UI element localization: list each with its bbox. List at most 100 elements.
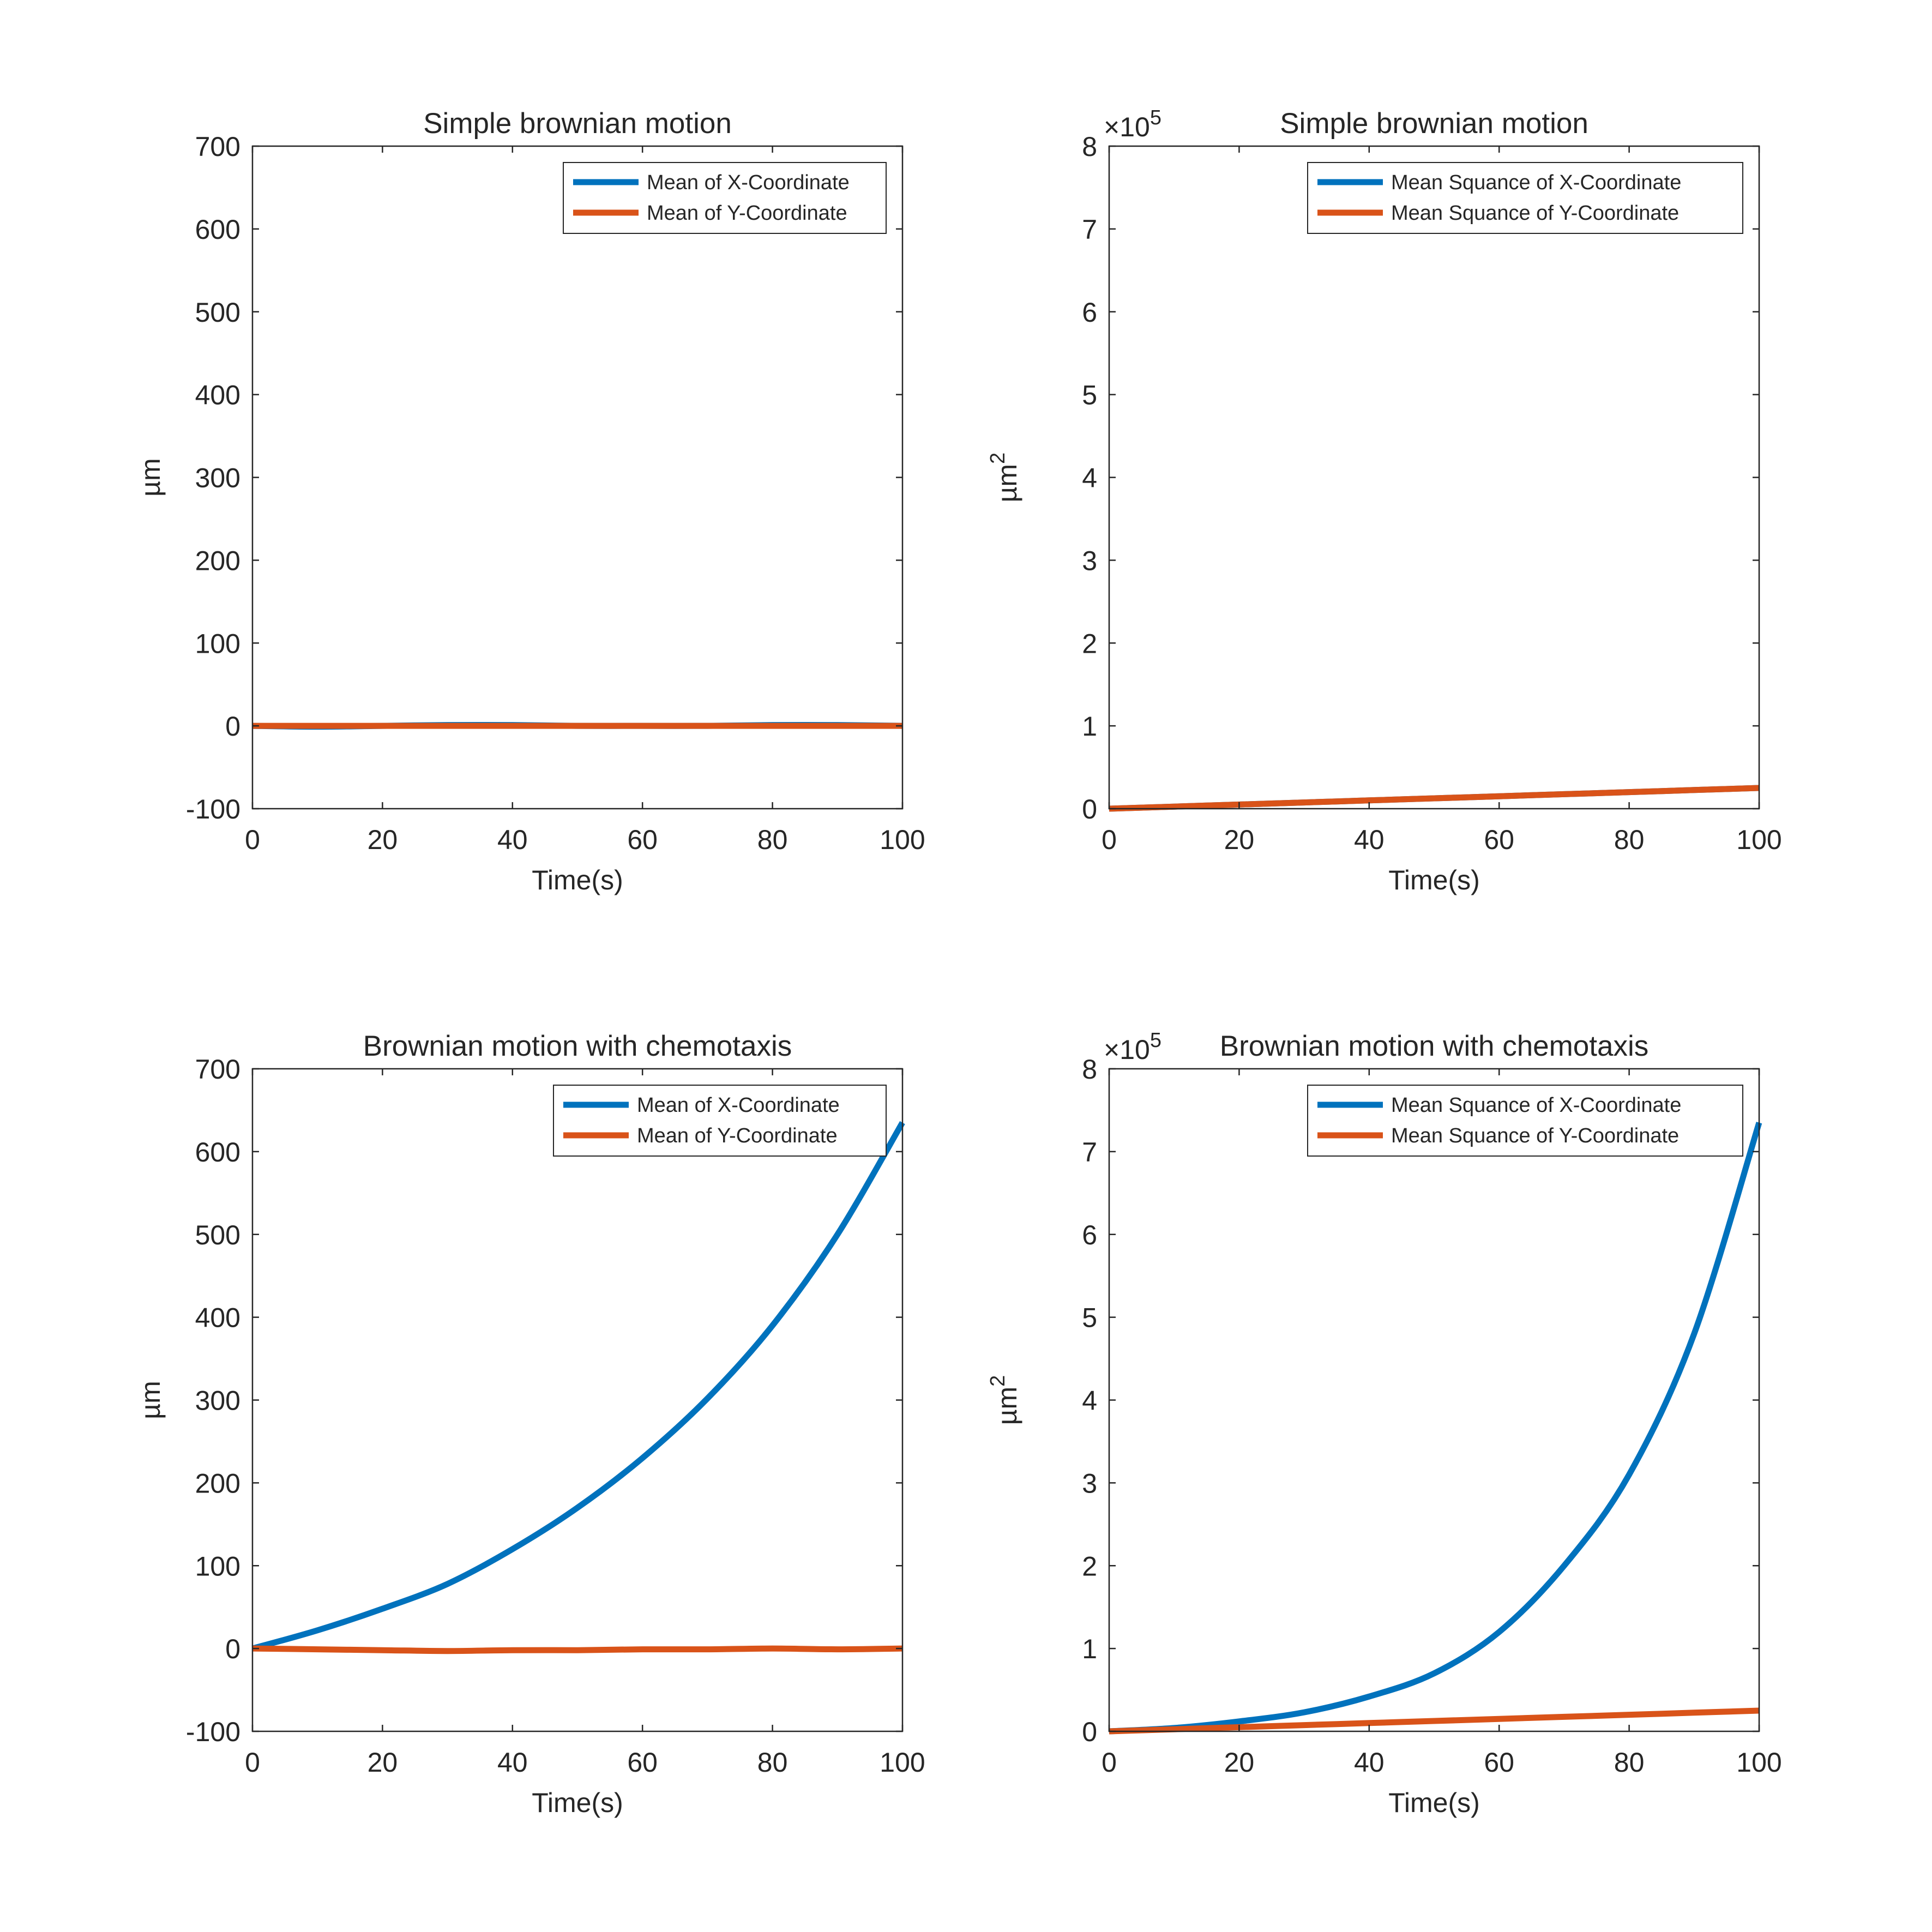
subplot-2: 0 20 40 60 80 100 0 1 2 3 4 5 6 7 8×105 Simple brownian…	[986, 106, 1782, 895]
chart-title: Brownian motion with chemotaxis	[1220, 1030, 1649, 1062]
x-tick-label: 40	[497, 824, 528, 855]
y-tick-label: 200	[195, 545, 240, 576]
y-tick-label: 5	[1082, 380, 1097, 411]
y-axis-label: µm2	[986, 453, 1022, 503]
y-tick-label: 8	[1082, 131, 1097, 162]
legend-entry: Mean of Y-Coordinate	[637, 1124, 838, 1147]
x-tick-label: 40	[497, 1747, 528, 1778]
y-tick-label: 100	[195, 1551, 240, 1581]
y-tick-label: 400	[195, 1303, 240, 1333]
chart-title: Simple brownian motion	[1280, 107, 1588, 140]
chart-title: Simple brownian motion	[423, 107, 732, 140]
y-axis-label: µm	[135, 1381, 166, 1419]
legend-box	[553, 1085, 887, 1157]
y-exponent-label: ×105	[1104, 106, 1161, 142]
x-tick-label: 20	[1224, 1747, 1255, 1778]
legend-box	[563, 162, 887, 234]
legend: Mean Squance of X-Coordinate Mean Squance…	[1307, 162, 1743, 234]
x-tick-label: 0	[245, 1747, 260, 1778]
y-axis-label: µm	[135, 458, 166, 496]
y-tick-label: 500	[195, 1220, 240, 1250]
legend-box	[1307, 1085, 1743, 1157]
legend-entry: Mean Squance of X-Coordinate	[1391, 1094, 1681, 1117]
y-tick-label: 3	[1082, 1468, 1097, 1498]
legend: Mean of X-Coordinate Mean of Y-Coordinate	[563, 162, 887, 234]
x-tick-label: 20	[1224, 824, 1255, 855]
y-tick-label: 4	[1082, 1386, 1097, 1416]
plot-area	[1109, 146, 1759, 809]
x-tick-label: 60	[1484, 824, 1514, 855]
series-line-1	[251, 1121, 905, 1652]
x-tick-label: 100	[880, 1747, 925, 1778]
y-tick-label: -100	[186, 794, 240, 824]
y-tick-label: 7	[1082, 214, 1097, 245]
plot-area	[252, 146, 902, 809]
series-line-2	[1109, 1707, 1760, 1735]
series-line-1	[1109, 1122, 1762, 1735]
x-tick-label: 100	[1736, 1747, 1781, 1778]
legend-entry: Mean Squance of X-Coordinate	[1391, 171, 1681, 194]
x-tick-label: 100	[1736, 824, 1781, 855]
y-tick-label: 7	[1082, 1137, 1097, 1167]
plot-area	[1109, 1069, 1759, 1731]
x-axis-label: Time(s)	[1388, 865, 1480, 895]
x-tick-label: 0	[245, 824, 260, 855]
x-tick-label: 100	[880, 824, 925, 855]
x-tick-label: 60	[627, 824, 658, 855]
y-tick-label: 0	[1082, 794, 1097, 824]
x-tick-label: 60	[1484, 1747, 1514, 1778]
y-tick-label: 0	[225, 711, 240, 742]
x-tick-label: 40	[1354, 1747, 1385, 1778]
x-axis-label: Time(s)	[532, 865, 623, 895]
x-tick-label: 20	[368, 824, 398, 855]
legend-entry: Mean of X-Coordinate	[647, 171, 850, 194]
y-tick-label: 8	[1082, 1054, 1097, 1085]
y-tick-label: 6	[1082, 297, 1097, 328]
y-tick-label: 300	[195, 1386, 240, 1416]
y-tick-label: 1	[1082, 711, 1097, 742]
y-tick-label: 600	[195, 1137, 240, 1167]
y-tick-label: 2	[1082, 628, 1097, 659]
y-tick-label: 400	[195, 380, 240, 411]
x-tick-label: 80	[1614, 824, 1645, 855]
y-axis-label: µm2	[986, 1375, 1022, 1425]
legend-entry: Mean Squance of Y-Coordinate	[1391, 1124, 1679, 1147]
x-tick-label: 60	[627, 1747, 658, 1778]
y-tick-label: 1	[1082, 1634, 1097, 1664]
subplot-4: 0 20 40 60 80 100 0 1 2 3 4 5 6 7 8×105 Brownian motion…	[986, 1029, 1782, 1818]
y-tick-label: 100	[195, 628, 240, 659]
y-tick-label: 700	[195, 131, 240, 162]
y-tick-label: 600	[195, 214, 240, 245]
series-line-2	[252, 1645, 903, 1654]
plot-area	[252, 1069, 902, 1731]
y-tick-label: 0	[225, 1634, 240, 1664]
x-axis-label: Time(s)	[1388, 1787, 1480, 1818]
y-tick-label: 700	[195, 1054, 240, 1085]
x-tick-label: 0	[1102, 824, 1117, 855]
y-tick-label: 3	[1082, 545, 1097, 576]
y-tick-label: 5	[1082, 1303, 1097, 1333]
subplot-1: 0 20 40 60 80 100-1000100200300400500600700Si…	[135, 107, 925, 895]
chart-title: Brownian motion with chemotaxis	[363, 1030, 792, 1062]
x-tick-label: 0	[1102, 1747, 1117, 1778]
x-axis-label: Time(s)	[532, 1787, 623, 1818]
legend-box	[1307, 162, 1743, 234]
y-tick-label: 0	[1082, 1717, 1097, 1747]
x-tick-label: 40	[1354, 824, 1385, 855]
x-tick-label: 80	[757, 824, 788, 855]
y-tick-label: 500	[195, 297, 240, 328]
x-tick-label: 80	[1614, 1747, 1645, 1778]
series-line-2	[1109, 785, 1760, 812]
y-tick-label: 300	[195, 463, 240, 493]
legend: Mean of X-Coordinate Mean of Y-Coordinate	[553, 1085, 887, 1157]
y-tick-label: 6	[1082, 1220, 1097, 1250]
y-tick-label: 2	[1082, 1551, 1097, 1581]
legend-entry: Mean Squance of Y-Coordinate	[1391, 202, 1679, 225]
legend-entry: Mean of Y-Coordinate	[647, 202, 847, 225]
x-tick-label: 20	[368, 1747, 398, 1778]
x-tick-label: 80	[757, 1747, 788, 1778]
y-tick-label: 200	[195, 1468, 240, 1498]
legend-entry: Mean of X-Coordinate	[637, 1094, 840, 1117]
y-tick-label: 4	[1082, 463, 1097, 493]
